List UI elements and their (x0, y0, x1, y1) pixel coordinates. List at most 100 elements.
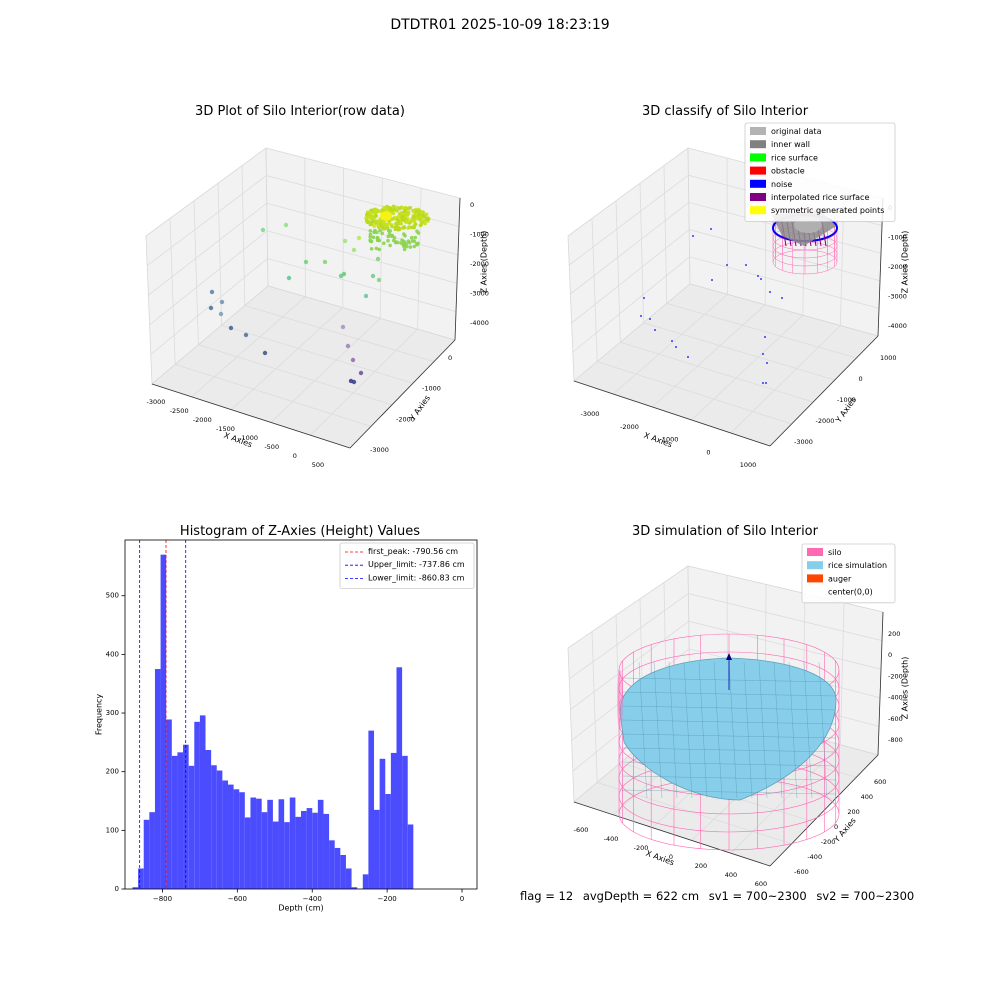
noise-point (781, 297, 783, 299)
y-tick-label: 300 (106, 709, 119, 717)
surface-point (393, 240, 398, 244)
mesh-line (728, 661, 738, 799)
surface-point (381, 221, 386, 225)
histogram-bar (312, 812, 318, 889)
data-point (358, 370, 364, 376)
legend-label: noise (771, 180, 792, 189)
surface-point (406, 239, 411, 243)
y-tick-label: 400 (106, 650, 119, 658)
surface-point (408, 245, 413, 249)
histogram-bar (306, 808, 313, 889)
surface-point (374, 214, 378, 218)
x-tick-label: 0 (293, 452, 297, 460)
y-gridline (615, 200, 814, 403)
y-tick-label: -3000 (794, 438, 813, 446)
z-gridline (570, 620, 882, 710)
surface-point (377, 247, 382, 252)
figure-title: DTDTR01 2025-10-09 18:23:19 (390, 17, 610, 33)
surface-point (378, 228, 382, 233)
z-axis-label: Z Axies (Depth) (901, 657, 910, 720)
surface-point (395, 209, 399, 213)
x-tick-label: 500 (312, 461, 324, 469)
data-point (208, 305, 214, 311)
z-tick-label: -2000 (470, 260, 489, 268)
data-point (350, 357, 356, 363)
noise-point (675, 346, 677, 348)
histogram-bar (138, 868, 144, 889)
legend-swatch (750, 206, 766, 215)
surface-point (393, 225, 398, 230)
y-axis-label: Y Axies (407, 394, 432, 424)
histogram-bar (317, 799, 324, 889)
surface-point (415, 242, 420, 247)
noise-point (654, 329, 656, 331)
mesh-line (683, 661, 693, 799)
data-point (376, 277, 382, 283)
histogram-bar (284, 822, 290, 889)
surface-peak (380, 211, 392, 221)
surface-point (386, 234, 391, 239)
surface-point (370, 219, 375, 223)
surface-point (409, 235, 414, 240)
surface-point (405, 220, 410, 224)
noise-point (766, 362, 768, 364)
status-flag: flag = 12 (520, 889, 574, 903)
histogram-bar (329, 840, 335, 889)
z-tick-label: -2000 (888, 263, 907, 271)
surface-point (368, 235, 373, 239)
z-tick-label: -1000 (470, 231, 489, 239)
legend-label: Upper_limit: -737.86 cm (368, 560, 465, 569)
surface-point (372, 224, 376, 228)
mesh-line (621, 747, 837, 753)
data-point (351, 379, 357, 385)
x-tick-label: 1000 (740, 461, 757, 469)
surface-point (386, 238, 390, 243)
x-tick-label: 0 (706, 448, 710, 456)
histogram-bar (216, 770, 223, 889)
histogram-bar (256, 798, 262, 889)
mesh-line (638, 661, 648, 799)
legend-label: rice surface (771, 153, 818, 162)
histogram-bar (334, 847, 341, 889)
x-tick-label: -3000 (581, 410, 600, 418)
surface-point (394, 205, 399, 210)
legend-swatch (750, 179, 766, 188)
legend-label: silo (828, 548, 842, 557)
z-tick-label: -1000 (888, 234, 907, 242)
histogram-bar (272, 821, 279, 889)
x-axis-line (573, 801, 771, 867)
legend-swatch (807, 574, 823, 583)
noise-point (762, 353, 764, 355)
x-tick-label: -1000 (660, 436, 679, 444)
x-tick-label: 200 (695, 862, 707, 870)
surface-point (391, 207, 396, 212)
y-tick-label: -3000 (370, 446, 389, 454)
surface-point (369, 247, 374, 251)
x-tick-label: 0 (460, 895, 464, 903)
legend-label: symmetric generated points (771, 206, 884, 215)
z-axis-line (877, 611, 884, 756)
y-tick-label: -2000 (816, 417, 835, 425)
histogram-bar (188, 765, 195, 889)
noise-point (710, 228, 712, 230)
x-tick-label: -600 (574, 826, 589, 834)
z-tick-label: -600 (888, 715, 903, 723)
mesh-line (621, 733, 837, 739)
surface-point (373, 209, 378, 213)
mesh-line (743, 661, 753, 799)
legend-label: inner wall (771, 140, 810, 149)
x-tick-label: −600 (228, 895, 247, 903)
x-tick-label: -1500 (216, 425, 235, 433)
surface-point (402, 247, 407, 252)
surface-point (409, 219, 413, 224)
histogram-bar (132, 887, 139, 889)
data-point (340, 324, 346, 330)
legend-label: original data (771, 127, 822, 136)
noise-point (692, 235, 694, 237)
mesh-line (621, 775, 837, 781)
mesh-line (653, 661, 663, 799)
x-tick-label: -2000 (193, 416, 212, 424)
histogram-bar (171, 755, 178, 889)
y-gridline (241, 165, 435, 362)
data-point (363, 293, 369, 299)
